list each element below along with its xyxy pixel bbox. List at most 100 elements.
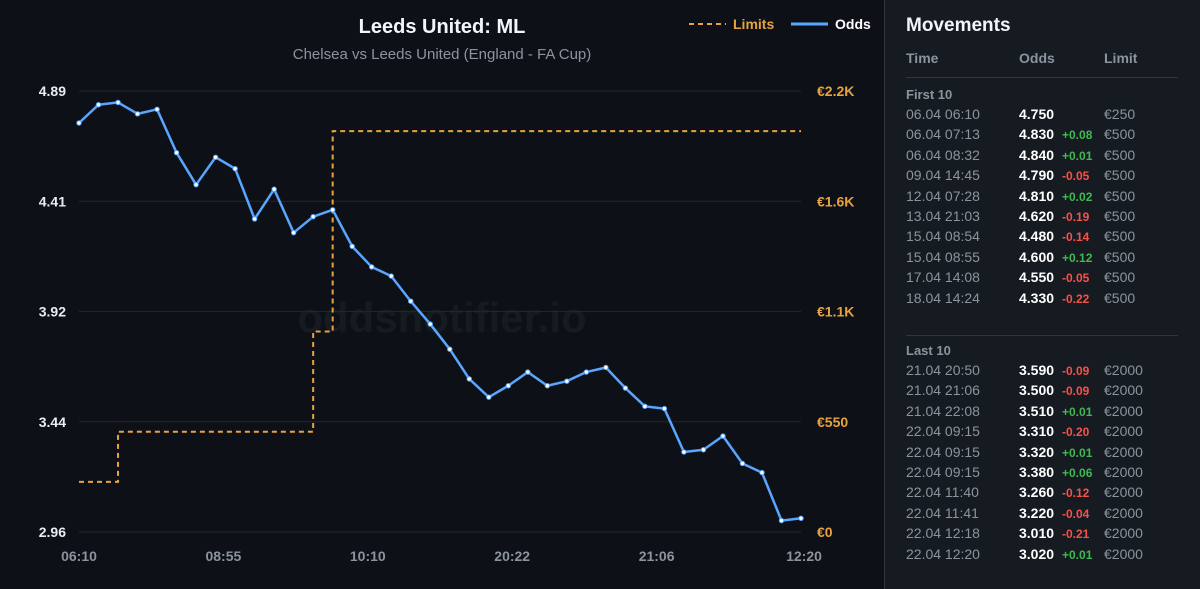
movement-odds: 3.590 xyxy=(1019,362,1055,378)
movement-delta: -0.20 xyxy=(1062,425,1090,440)
movement-row: 22.04 09:15 3.320 +0.01 €2000 xyxy=(906,444,1186,464)
movement-odds: 3.320 xyxy=(1019,443,1055,460)
chart-title: Leeds United: ML xyxy=(359,16,526,38)
odds-point xyxy=(505,383,511,389)
odds-point xyxy=(642,403,648,410)
x-tick-label: 06:10 xyxy=(61,548,97,564)
movement-limit: €2000 xyxy=(1104,545,1143,562)
odds-point xyxy=(115,99,121,106)
odds-point xyxy=(349,243,355,250)
movement-time: 06.04 07:13 xyxy=(906,126,980,143)
movement-delta: -0.19 xyxy=(1062,210,1090,224)
x-tick-label: 08:55 xyxy=(205,548,241,564)
movement-time: 06.04 06:10 xyxy=(906,106,980,122)
odds-point xyxy=(661,405,668,412)
movement-time: 17.04 14:08 xyxy=(906,269,980,286)
movement-odds: 4.840 xyxy=(1019,146,1055,163)
movement-row: 06.04 08:32 4.840 +0.01 €500 xyxy=(906,147,1186,167)
movement-odds: 4.550 xyxy=(1019,269,1055,286)
group-divider xyxy=(906,335,1178,336)
odds-point xyxy=(329,207,336,213)
movement-odds: 3.380 xyxy=(1019,464,1055,480)
movement-delta: +0.01 xyxy=(1062,148,1093,163)
header-divider xyxy=(906,77,1178,78)
movement-row: 22.04 09:15 3.310 -0.20 €2000 xyxy=(906,423,1186,443)
movement-limit: €500 xyxy=(1104,187,1136,204)
x-tick-label: 20:22 xyxy=(494,548,530,564)
movement-odds: 4.330 xyxy=(1019,289,1055,306)
odds-point xyxy=(193,181,199,188)
movements-panel: Movements Time Odds Limit First 10 06.04 … xyxy=(884,0,1200,589)
movement-odds: 4.600 xyxy=(1019,248,1055,265)
odds-point xyxy=(778,517,785,524)
y-left-tick-label: 3.92 xyxy=(39,304,66,320)
movement-row: 09.04 14:45 4.790 -0.05 €500 xyxy=(906,167,1186,187)
odds-point xyxy=(759,469,765,476)
movement-time: 18.04 14:24 xyxy=(906,289,980,306)
movement-row: 22.04 11:40 3.260 -0.12 €2000 xyxy=(906,484,1186,504)
movement-limit: €2000 xyxy=(1104,443,1143,460)
movement-row: 21.04 20:50 3.590 -0.09 €2000 xyxy=(906,362,1186,382)
odds-point xyxy=(271,186,277,192)
odds-point xyxy=(681,449,687,455)
odds-point xyxy=(173,149,180,156)
y-right-tick-label: €1.6K xyxy=(817,193,854,209)
watermark-text: oddsnotifier.io xyxy=(297,294,586,341)
movement-delta: -0.22 xyxy=(1062,291,1090,306)
odds-point xyxy=(583,369,590,375)
movement-odds: 3.510 xyxy=(1019,402,1055,419)
movement-time: 21.04 21:06 xyxy=(906,382,980,399)
movement-delta: -0.09 xyxy=(1062,384,1090,399)
movement-row: 22.04 12:18 3.010 -0.21 €2000 xyxy=(906,525,1186,545)
movement-time: 22.04 11:40 xyxy=(906,484,979,501)
movement-odds: 4.620 xyxy=(1019,208,1055,224)
movement-limit: €500 xyxy=(1104,146,1136,163)
chart-panel: oddsnotifier.io 2.96 €0 3.44 €550 3.92 €1.1K 4.… xyxy=(38,16,871,564)
y-right-tick-label: €1.1K xyxy=(817,304,854,320)
movement-time: 21.04 20:50 xyxy=(906,362,980,378)
odds-point xyxy=(251,216,258,222)
movement-limit: €2000 xyxy=(1104,484,1143,501)
movement-time: 22.04 12:18 xyxy=(906,525,980,542)
movement-limit: €2000 xyxy=(1104,525,1143,542)
movement-time: 15.04 08:55 xyxy=(906,248,980,265)
movement-row: 21.04 22:08 3.510 +0.01 €2000 xyxy=(906,403,1186,423)
odds-point xyxy=(564,378,570,384)
movement-delta: +0.02 xyxy=(1062,189,1093,204)
odds-point xyxy=(525,369,531,375)
y-right-tick-label: €0 xyxy=(817,524,833,540)
movement-row: 22.04 11:41 3.220 -0.04 €2000 xyxy=(906,505,1186,525)
y-left-tick-label: 3.44 xyxy=(39,414,66,430)
y-right-tick-label: €550 xyxy=(817,414,848,430)
movement-time: 22.04 09:15 xyxy=(906,423,980,440)
movement-odds: 4.810 xyxy=(1019,187,1055,204)
movement-time: 22.04 09:15 xyxy=(906,464,980,480)
movement-odds: 3.500 xyxy=(1019,382,1055,399)
col-header-odds: Odds xyxy=(1019,50,1055,66)
odds-point xyxy=(76,120,82,126)
odds-point xyxy=(739,460,746,467)
odds-point xyxy=(447,346,453,352)
odds-point xyxy=(388,273,394,279)
y-left-tick-label: 4.41 xyxy=(39,193,66,209)
odds-point xyxy=(232,165,238,172)
movement-delta: -0.05 xyxy=(1062,271,1090,286)
movement-odds: 3.020 xyxy=(1019,545,1055,562)
x-tick-label: 12:20 xyxy=(786,548,822,564)
movement-delta: +0.12 xyxy=(1062,250,1093,265)
movement-limit: €2000 xyxy=(1104,382,1143,399)
movement-row: 06.04 07:13 4.830 +0.08 €500 xyxy=(906,126,1186,146)
movement-limit: €500 xyxy=(1104,289,1136,306)
odds-point xyxy=(310,213,316,220)
x-tick-label: 21:06 xyxy=(639,548,675,564)
odds-point xyxy=(544,383,551,389)
movement-row: 12.04 07:28 4.810 +0.02 €500 xyxy=(906,188,1186,208)
odds-point xyxy=(700,447,707,453)
movement-time: 06.04 08:32 xyxy=(906,146,980,163)
odds-point xyxy=(486,394,492,400)
movement-row: 18.04 14:24 4.330 -0.22 €500 xyxy=(906,290,1186,310)
odds-chart: oddsnotifier.io 2.96 €0 3.44 €550 3.92 €1.1K 4.… xyxy=(39,16,871,564)
movement-limit: €2000 xyxy=(1104,362,1143,378)
movement-limit: €2000 xyxy=(1104,464,1143,480)
movement-delta: +0.08 xyxy=(1062,128,1093,143)
